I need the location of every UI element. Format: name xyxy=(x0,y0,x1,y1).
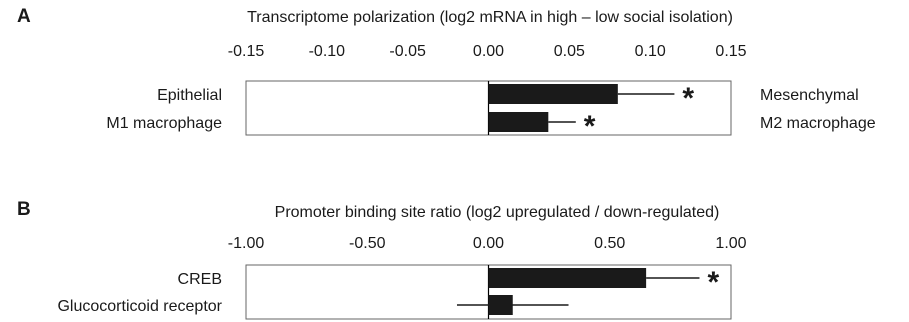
panel-a: A Transcriptome polarization (log2 mRNA … xyxy=(17,6,876,143)
significance-star: * xyxy=(584,110,596,143)
panel-label: B xyxy=(17,199,31,220)
category-label: Glucocorticoid receptor xyxy=(57,298,222,315)
category-labels: CREB Glucocorticoid receptor xyxy=(57,271,222,315)
panel-b: B Promoter binding site ratio (log2 upre… xyxy=(17,199,747,320)
bars: ** xyxy=(488,82,694,143)
tick-label: -0.10 xyxy=(309,43,346,60)
tick-label: -0.50 xyxy=(349,235,386,252)
significance-star: * xyxy=(707,266,719,299)
bar xyxy=(488,268,647,288)
tick-labels: -1.00 -0.50 0.00 0.50 1.00 xyxy=(228,235,747,252)
tick-labels: -0.15 -0.10 -0.05 0.00 0.05 0.10 0.15 xyxy=(228,43,747,60)
tick-label: 0.05 xyxy=(554,43,585,60)
category-labels: Epithelial Mesenchymal M1 macrophage M2 mac… xyxy=(106,87,875,132)
tick-label: 0.00 xyxy=(473,235,504,252)
opposite-label: Mesenchymal xyxy=(760,87,859,104)
tick-label: 1.00 xyxy=(715,235,746,252)
tick-label: 0.50 xyxy=(594,235,625,252)
chart-title: Promoter binding site ratio (log2 upregu… xyxy=(275,204,720,221)
category-label: M1 macrophage xyxy=(106,115,222,132)
tick-label: 0.10 xyxy=(635,43,666,60)
tick-label: -1.00 xyxy=(228,235,265,252)
category-label: CREB xyxy=(178,271,222,288)
opposite-label: M2 macrophage xyxy=(760,115,876,132)
tick-label: -0.15 xyxy=(228,43,265,60)
category-label: Epithelial xyxy=(157,87,222,104)
bar xyxy=(488,84,618,104)
panel-label: A xyxy=(17,6,31,27)
tick-label: 0.15 xyxy=(715,43,746,60)
chart-title: Transcriptome polarization (log2 mRNA in… xyxy=(247,9,733,26)
significance-star: * xyxy=(682,82,694,115)
bar xyxy=(488,112,549,132)
bars: * xyxy=(456,266,719,315)
tick-label: 0.00 xyxy=(473,43,504,60)
tick-label: -0.05 xyxy=(389,43,426,60)
